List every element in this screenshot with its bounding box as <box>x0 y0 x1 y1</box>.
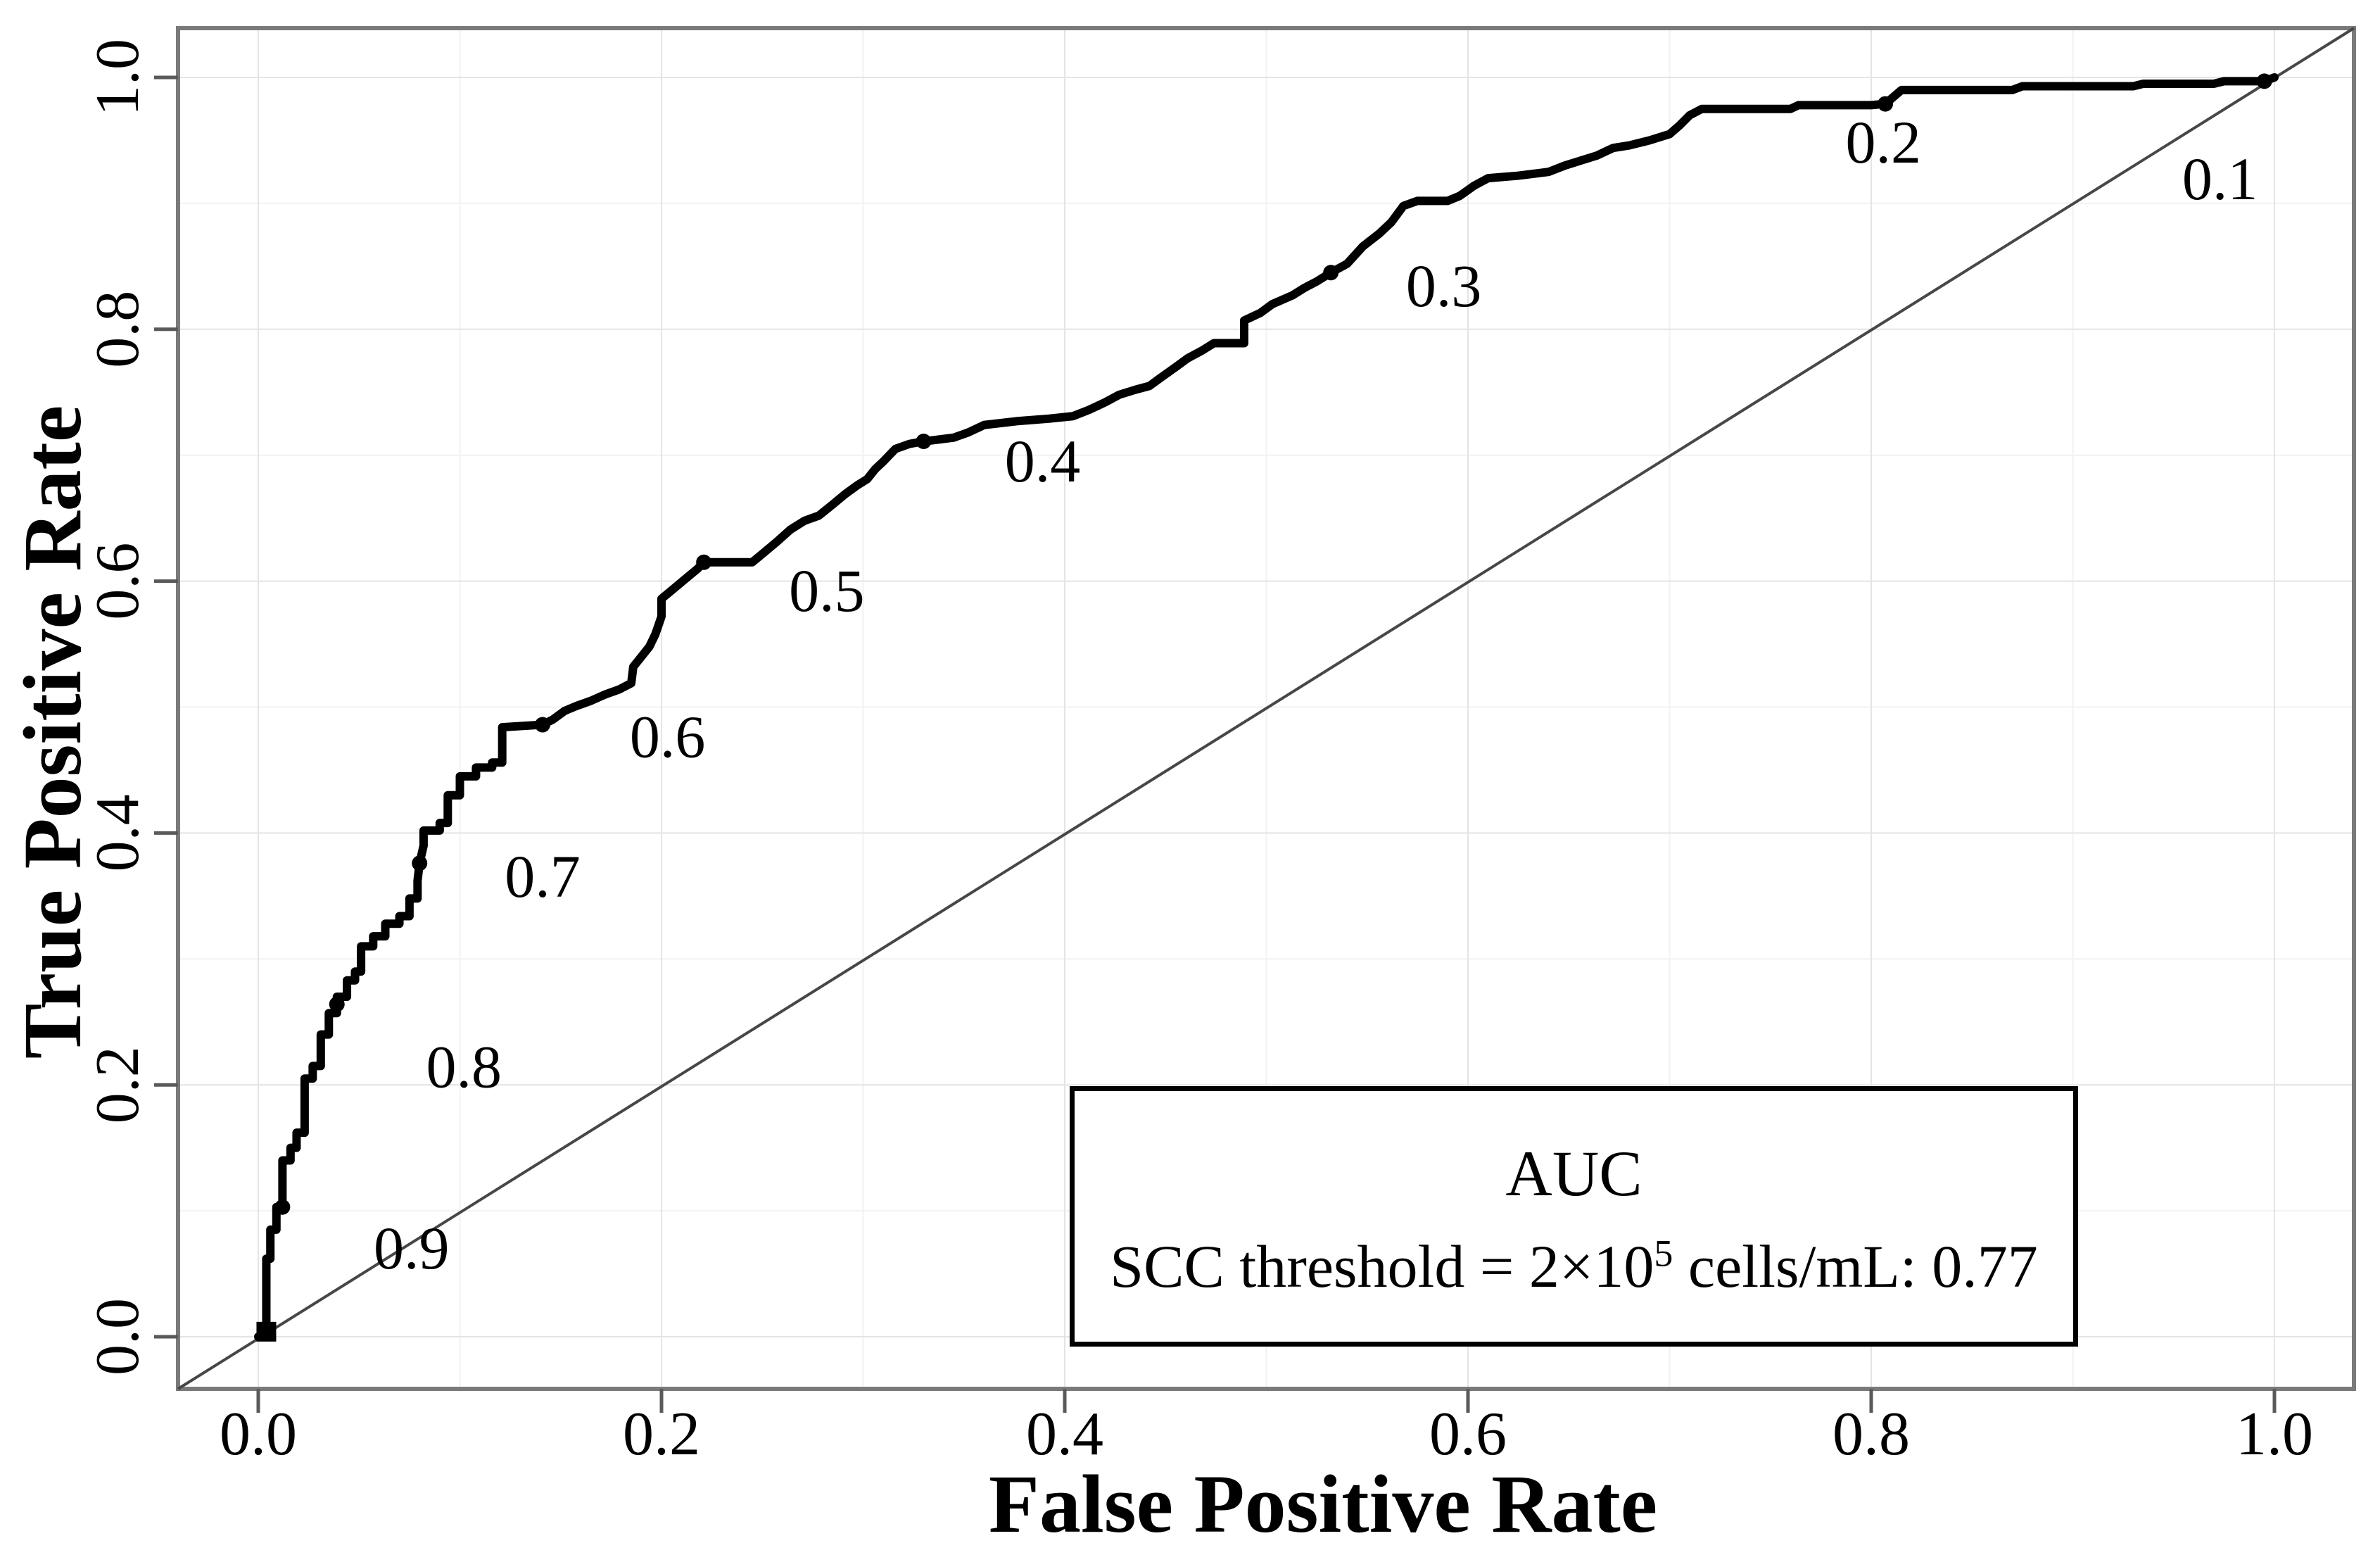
threshold-dot-0.8 <box>329 996 345 1012</box>
threshold-dot-0.3 <box>1323 265 1339 281</box>
x-axis-tick-label: 0.8 <box>1833 1400 1910 1468</box>
chance-diagonal-line <box>177 27 2355 1390</box>
threshold-dot-0.6 <box>534 717 550 733</box>
x-axis-tick-label: 1.0 <box>2236 1400 2313 1468</box>
y-axis-tick-label: 0.2 <box>84 1046 152 1123</box>
x-axis-title: False Positive Rate <box>988 1458 1658 1550</box>
threshold-label-0.2: 0.2 <box>1845 108 1921 176</box>
threshold-dot-0.9 <box>274 1199 291 1215</box>
threshold-label-0.6: 0.6 <box>630 703 706 771</box>
threshold-dot-0.4 <box>916 434 932 450</box>
threshold-label-0.4: 0.4 <box>1005 427 1081 495</box>
legend-entry-auc: SCC threshold = 2×105 cells/mL: 0.77 <box>1110 1231 2037 1302</box>
legend-title: AUC <box>1505 1138 1642 1209</box>
panel-border <box>176 26 2356 1391</box>
threshold-label-0.8: 0.8 <box>426 1033 502 1100</box>
x-axis-tick-label: 0.4 <box>1026 1400 1103 1468</box>
x-axis-tick-label: 0.6 <box>1429 1400 1507 1468</box>
y-axis-tick-label: 0.8 <box>84 291 152 368</box>
y-axis-tick-label: 0.6 <box>84 543 152 620</box>
y-axis-tick-label: 0.0 <box>84 1298 152 1375</box>
x-axis-tick-label: 0.0 <box>220 1400 297 1468</box>
threshold-label-0.7: 0.7 <box>505 843 581 910</box>
roc-curve-start-marker <box>256 1321 277 1342</box>
y-axis-title: True Positive Rate <box>6 405 99 1059</box>
threshold-label-0.9: 0.9 <box>374 1214 450 1282</box>
threshold-label-0.3: 0.3 <box>1406 252 1482 320</box>
y-axis-tick-label: 0.4 <box>84 794 152 871</box>
legend-box: AUC SCC threshold = 2×105 cells/mL: 0.77 <box>1070 1086 2078 1347</box>
y-axis-tick-label: 1.0 <box>84 39 152 116</box>
legend-entry-superscript: 5 <box>1654 1232 1673 1275</box>
threshold-dot-0.1 <box>2256 73 2272 89</box>
x-axis-tick-label: 0.2 <box>623 1400 700 1468</box>
threshold-dot-0.2 <box>1878 96 1894 112</box>
legend-entry-suffix: cells/mL: 0.77 <box>1673 1233 2038 1300</box>
legend-entry-prefix: SCC threshold = 2×10 <box>1110 1233 1654 1300</box>
threshold-dot-0.7 <box>412 855 428 871</box>
threshold-label-0.1: 0.1 <box>2182 145 2258 213</box>
threshold-dot-0.5 <box>696 554 712 570</box>
roc-curve <box>254 73 2279 1341</box>
threshold-label-0.5: 0.5 <box>789 557 865 624</box>
